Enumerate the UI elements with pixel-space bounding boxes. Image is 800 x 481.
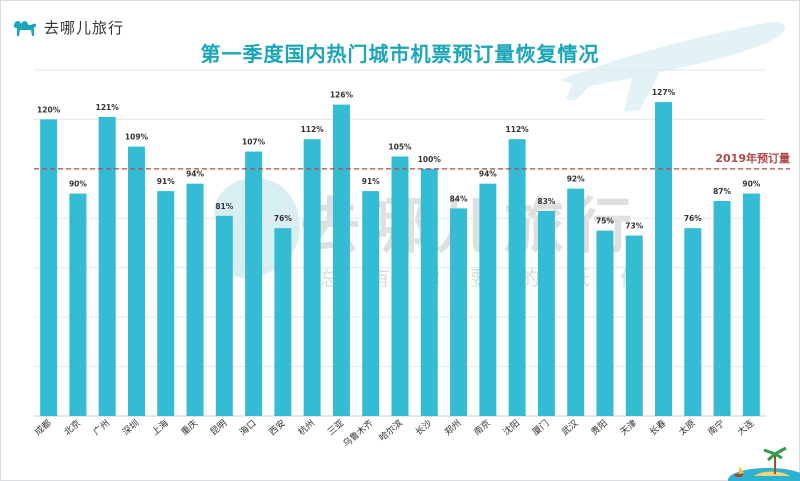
value-label-21: 73% [625, 222, 643, 231]
value-label-1: 120% [37, 105, 61, 114]
value-label-14: 100% [418, 155, 442, 164]
bar-10 [303, 139, 321, 416]
category-label-24: 南宁 [705, 417, 727, 438]
category-label-22: 长春 [647, 417, 669, 438]
bar-5 [157, 191, 175, 416]
value-label-5: 91% [157, 177, 175, 186]
category-label-23: 太原 [676, 417, 698, 438]
value-label-15: 84% [450, 194, 468, 203]
bar-1 [40, 119, 58, 416]
bar-14 [420, 168, 438, 416]
category-label-18: 厦门 [530, 417, 552, 438]
category-label-21: 天津 [618, 418, 639, 438]
bar-12 [362, 191, 380, 416]
value-label-25: 90% [742, 180, 760, 189]
brand-name: 去哪儿旅行 [44, 18, 125, 37]
bar-19 [567, 188, 585, 416]
category-label-16: 南京 [471, 417, 493, 438]
bar-7 [215, 215, 233, 416]
bar-6 [186, 183, 204, 416]
value-label-9: 76% [274, 214, 292, 223]
category-label-13: 哈尔滨 [377, 417, 405, 444]
category-label-12: 乌鲁木齐 [340, 417, 375, 449]
bar-21 [625, 235, 643, 416]
value-label-20: 75% [596, 217, 614, 226]
category-label-14: 长沙 [413, 417, 435, 438]
value-label-11: 126% [330, 91, 354, 100]
value-label-7: 81% [215, 202, 233, 211]
value-label-23: 76% [684, 214, 702, 223]
value-label-24: 87% [713, 187, 731, 196]
bar-4 [127, 146, 145, 416]
value-label-3: 121% [96, 103, 120, 112]
bar-18 [537, 210, 555, 416]
bar-20 [596, 230, 614, 416]
brand-logo: 去哪儿旅行 [12, 14, 124, 40]
category-label-1: 成都 [32, 417, 54, 438]
value-label-19: 92% [567, 175, 585, 184]
category-label-20: 贵阳 [588, 417, 610, 438]
value-label-17: 112% [506, 125, 530, 134]
value-label-16: 94% [479, 170, 497, 179]
category-label-10: 杭州 [296, 417, 318, 438]
category-label-9: 西安 [266, 417, 288, 438]
bar-25 [742, 193, 760, 416]
bar-16 [479, 183, 497, 416]
chart-title: 第一季度国内热门城市机票预订量恢复情况 [200, 42, 600, 66]
category-label-4: 深圳 [121, 418, 142, 438]
bar-23 [684, 228, 702, 416]
bar-17 [508, 139, 526, 416]
value-label-12: 91% [362, 177, 380, 186]
reference-line-label: 2019年预订量 [715, 151, 790, 165]
value-label-10: 112% [301, 125, 325, 134]
category-label-8: 海口 [237, 417, 259, 438]
category-label-15: 郑州 [442, 417, 464, 438]
category-label-19: 武汉 [559, 417, 581, 438]
category-label-6: 重庆 [178, 417, 200, 438]
category-label-7: 昆明 [208, 418, 229, 438]
category-label-5: 上海 [149, 417, 171, 438]
bar-3 [98, 116, 116, 416]
bar-8 [245, 151, 263, 417]
bar-13 [391, 156, 409, 416]
island-decoration-icon [728, 446, 800, 481]
value-label-2: 90% [69, 180, 87, 189]
bar-11 [332, 104, 350, 416]
value-label-13: 105% [388, 143, 412, 152]
category-label-17: 沈阳 [501, 417, 523, 438]
bar-15 [450, 208, 468, 416]
category-label-2: 北京 [61, 417, 83, 438]
bar-24 [713, 200, 731, 416]
value-label-18: 83% [537, 197, 555, 206]
value-label-6: 94% [186, 170, 204, 179]
category-label-11: 三亚 [325, 418, 346, 438]
bar-2 [69, 193, 87, 416]
value-label-4: 109% [125, 133, 149, 142]
airplane-icon [560, 21, 786, 113]
camel-icon [13, 21, 37, 36]
value-label-22: 127% [652, 88, 676, 97]
bar-9 [274, 228, 292, 416]
category-label-25: 大连 [735, 417, 757, 438]
category-label-3: 广州 [91, 417, 113, 438]
bar-22 [655, 102, 673, 416]
value-label-8: 107% [242, 138, 266, 147]
